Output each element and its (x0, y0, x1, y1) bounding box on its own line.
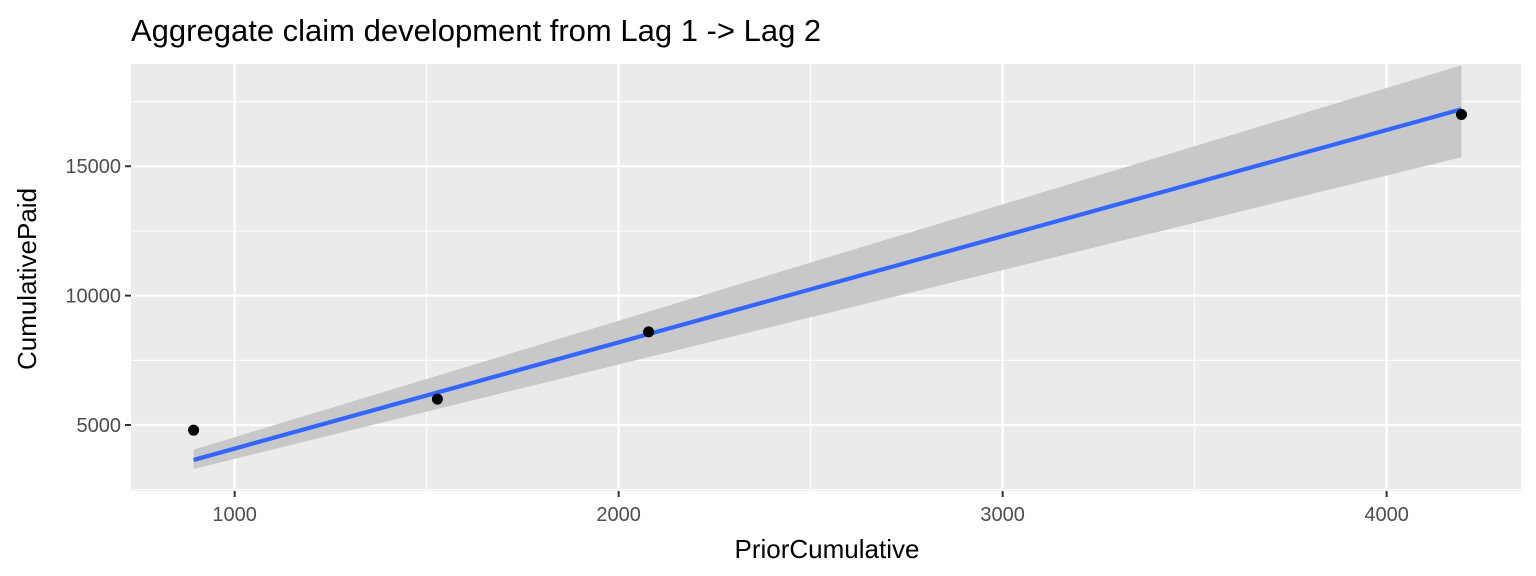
data-point (188, 424, 200, 436)
x-tick-label: 4000 (1364, 504, 1409, 526)
x-axis-title: PriorCumulative (735, 534, 920, 564)
data-point (643, 326, 655, 338)
y-tick-label: 15000 (65, 156, 121, 178)
y-axis: 5000 10000 15000 (65, 156, 131, 437)
x-axis: 1000 2000 3000 4000 (212, 491, 1409, 526)
data-point (431, 393, 443, 405)
y-tick-label: 5000 (77, 415, 122, 437)
x-tick-label: 1000 (212, 504, 257, 526)
x-tick-label: 3000 (980, 504, 1025, 526)
y-tick-label: 10000 (65, 286, 121, 308)
x-tick-label: 2000 (596, 504, 641, 526)
y-axis-title: CumulativePaid (12, 188, 42, 370)
chart-title: Aggregate claim development from Lag 1 -… (131, 13, 821, 48)
major-gridlines (131, 64, 1521, 491)
data-points (188, 108, 1467, 436)
data-point (1455, 108, 1467, 120)
confidence-band (193, 65, 1462, 470)
fit-line (193, 107, 1463, 462)
